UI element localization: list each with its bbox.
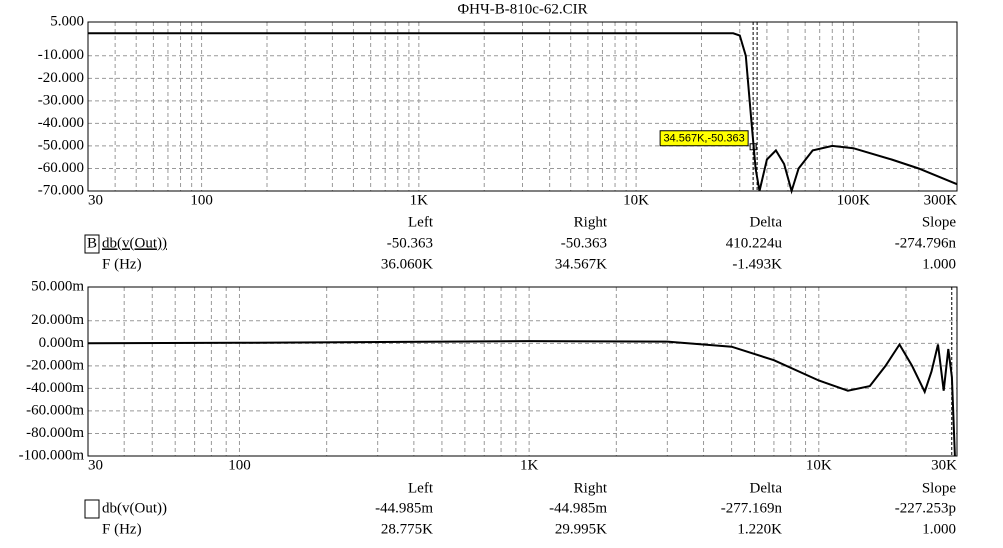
column-header: Delta bbox=[750, 480, 783, 496]
column-header: Right bbox=[574, 214, 608, 230]
cursor-value: 29.995K bbox=[555, 521, 607, 537]
cursor-value: 34.567K bbox=[555, 256, 607, 272]
y-tick-label: 20.000m bbox=[31, 312, 84, 328]
cursor-value: 410.224u bbox=[726, 235, 783, 251]
row-label: db(v(Out)) bbox=[102, 500, 167, 516]
plot-frame bbox=[87, 286, 958, 457]
row-label: F (Hz) bbox=[102, 521, 142, 537]
column-header: Delta bbox=[750, 214, 783, 230]
cursor-value: -44.985m bbox=[549, 500, 607, 516]
cursor-value: 1.000 bbox=[922, 256, 956, 272]
curve bbox=[88, 32, 958, 195]
x-tick-label: 1K bbox=[410, 192, 429, 208]
plot-marker-box bbox=[84, 499, 100, 519]
annotation: 34.567K,-50.363 bbox=[663, 133, 744, 145]
x-tick-label: 100 bbox=[190, 192, 213, 208]
column-header: Slope bbox=[922, 214, 957, 230]
row-label: F (Hz) bbox=[102, 256, 142, 272]
cursor-value: -50.363 bbox=[387, 235, 433, 251]
cursor-marker bbox=[749, 143, 757, 151]
cursor-value: 28.775K bbox=[381, 521, 433, 537]
chart-title: ФНЧ-В-810с-62.CIR bbox=[457, 1, 587, 17]
column-header: Left bbox=[408, 214, 434, 230]
x-tick-label: 30K bbox=[931, 457, 957, 473]
cursor-value: -274.796n bbox=[895, 235, 957, 251]
y-tick-label: -40.000 bbox=[38, 115, 84, 131]
cursor-value: 36.060K bbox=[381, 256, 433, 272]
plot-frame bbox=[87, 21, 958, 192]
x-tick-label: 300K bbox=[924, 192, 958, 208]
x-tick-label: 30 bbox=[88, 457, 103, 473]
cursor-value: -1.493K bbox=[732, 256, 782, 272]
y-tick-label: -60.000m bbox=[26, 402, 84, 418]
plot-marker: B bbox=[87, 235, 97, 251]
y-tick-label: -30.000 bbox=[38, 92, 84, 108]
column-header: Slope bbox=[922, 480, 957, 496]
y-tick-label: -100.000m bbox=[19, 447, 85, 463]
x-tick-label: 10K bbox=[623, 192, 649, 208]
column-header: Left bbox=[408, 480, 434, 496]
cursor-value: 1.220K bbox=[737, 521, 782, 537]
cursor-value: -277.169n bbox=[721, 500, 783, 516]
y-tick-label: 50.000m bbox=[31, 278, 84, 294]
cursor-value: -44.985m bbox=[375, 500, 433, 516]
cursor-value: -50.363 bbox=[561, 235, 607, 251]
x-tick-label: 30 bbox=[88, 192, 103, 208]
x-tick-label: 1K bbox=[520, 457, 539, 473]
y-tick-label: -40.000m bbox=[26, 380, 84, 396]
row-label: db(v(Out)) bbox=[102, 235, 167, 251]
y-tick-label: 5.000 bbox=[50, 13, 84, 29]
y-tick-label: 0.000m bbox=[39, 335, 85, 351]
cursor-value: 1.000 bbox=[922, 521, 956, 537]
y-tick-label: -80.000m bbox=[26, 425, 84, 441]
annotation-box bbox=[659, 130, 749, 147]
x-tick-label: 100 bbox=[228, 457, 251, 473]
y-tick-label: -50.000 bbox=[38, 137, 84, 153]
x-tick-label: 100K bbox=[837, 192, 871, 208]
y-tick-label: -20.000m bbox=[26, 357, 84, 373]
y-tick-label: -20.000 bbox=[38, 70, 84, 86]
curve bbox=[87, 340, 956, 457]
x-tick-label: 10K bbox=[806, 457, 832, 473]
y-tick-label: -60.000 bbox=[38, 160, 84, 176]
y-tick-label: -70.000 bbox=[38, 182, 84, 198]
y-tick-label: -10.000 bbox=[38, 47, 84, 63]
column-header: Right bbox=[574, 480, 608, 496]
plot-marker-box bbox=[84, 234, 100, 254]
cursor-value: -227.253p bbox=[895, 500, 956, 516]
